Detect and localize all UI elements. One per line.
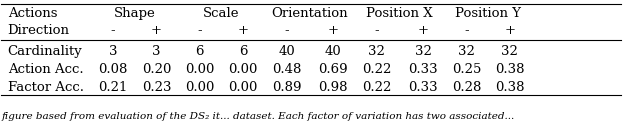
Text: -: - [374,24,379,37]
Text: 3: 3 [152,45,161,58]
Text: Actions: Actions [8,7,57,20]
Text: +: + [504,24,515,37]
Text: Direction: Direction [8,24,70,37]
Text: Shape: Shape [114,7,156,20]
Text: 40: 40 [324,45,342,58]
Text: 40: 40 [278,45,295,58]
Text: -: - [464,24,468,37]
Text: 0.48: 0.48 [272,63,301,76]
Text: 0.23: 0.23 [141,81,171,94]
Text: 0.89: 0.89 [272,81,301,94]
Text: 3: 3 [109,45,117,58]
Text: 0.00: 0.00 [185,63,214,76]
Text: 0.22: 0.22 [362,81,391,94]
Text: Orientation: Orientation [271,7,348,20]
Text: 0.98: 0.98 [318,81,348,94]
Text: Position Y: Position Y [455,7,521,20]
Text: 0.38: 0.38 [495,63,525,76]
Text: 32: 32 [458,45,475,58]
Text: -: - [284,24,289,37]
Text: Scale: Scale [204,7,240,20]
Text: -: - [198,24,202,37]
Text: Position X: Position X [367,7,433,20]
Text: 0.00: 0.00 [185,81,214,94]
Text: 6: 6 [196,45,204,58]
Text: +: + [237,24,249,37]
Text: 0.20: 0.20 [141,63,171,76]
Text: -: - [111,24,115,37]
Text: 6: 6 [239,45,248,58]
Text: 0.00: 0.00 [228,63,258,76]
Text: figure based from evaluation of the DS₂ it... dataset. Each factor of variation : figure based from evaluation of the DS₂ … [1,112,515,121]
Text: Action Acc.: Action Acc. [8,63,83,76]
Text: 32: 32 [368,45,385,58]
Text: 32: 32 [501,45,518,58]
Text: 0.08: 0.08 [99,63,127,76]
Text: 0.22: 0.22 [362,63,391,76]
Text: Factor Acc.: Factor Acc. [8,81,84,94]
Text: 0.00: 0.00 [228,81,258,94]
Text: 0.33: 0.33 [408,81,438,94]
Text: +: + [417,24,428,37]
Text: +: + [151,24,162,37]
Text: 32: 32 [415,45,431,58]
Text: 0.69: 0.69 [318,63,348,76]
Text: +: + [328,24,339,37]
Text: 0.25: 0.25 [452,63,481,76]
Text: Cardinality: Cardinality [8,45,83,58]
Text: 0.28: 0.28 [452,81,481,94]
Text: 0.38: 0.38 [495,81,525,94]
Text: 0.21: 0.21 [99,81,127,94]
Text: 0.33: 0.33 [408,63,438,76]
